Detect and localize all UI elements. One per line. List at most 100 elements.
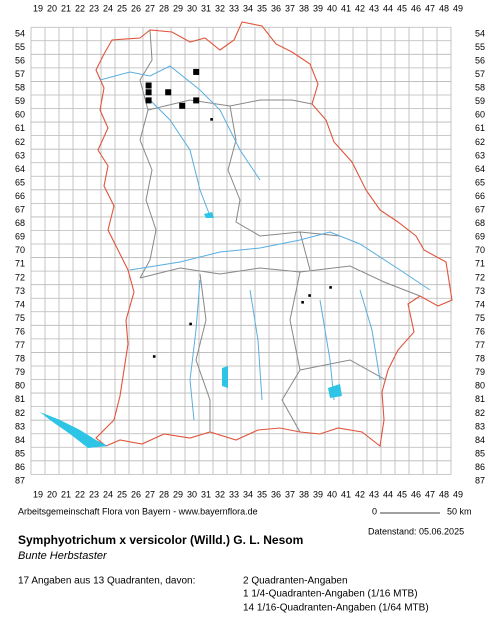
row-label: 67 bbox=[475, 205, 485, 215]
column-label: 48 bbox=[439, 489, 449, 499]
row-label: 86 bbox=[475, 462, 485, 472]
row-label: 80 bbox=[475, 381, 485, 391]
state-border bbox=[95, 21, 453, 448]
row-label: 61 bbox=[15, 123, 25, 133]
row-label: 76 bbox=[15, 326, 25, 336]
column-label: 42 bbox=[355, 3, 365, 13]
occurrence bbox=[145, 89, 152, 96]
occurrence bbox=[301, 300, 304, 304]
column-label: 38 bbox=[299, 489, 309, 499]
count: 14 1/16-Quadranten-Angaben (1/64 MTB) bbox=[243, 603, 429, 614]
column-label: 41 bbox=[341, 489, 351, 499]
grid bbox=[30, 26, 452, 475]
row-label: 62 bbox=[15, 137, 25, 147]
column-label: 31 bbox=[201, 489, 211, 499]
row-label: 75 bbox=[475, 313, 485, 323]
row-label: 56 bbox=[15, 55, 25, 65]
column-label: 29 bbox=[173, 3, 183, 13]
row-label: 76 bbox=[475, 326, 485, 336]
column-label: 20 bbox=[47, 489, 57, 499]
row-label: 72 bbox=[15, 272, 25, 282]
column-label: 26 bbox=[131, 3, 141, 13]
row-label: 68 bbox=[15, 218, 25, 228]
row-label: 80 bbox=[15, 381, 25, 391]
row-label: 79 bbox=[15, 367, 25, 377]
column-label: 44 bbox=[383, 3, 393, 13]
row-label: 65 bbox=[15, 177, 25, 187]
row-label: 65 bbox=[475, 177, 485, 187]
column-label: 25 bbox=[117, 489, 127, 499]
occurrence bbox=[145, 82, 152, 89]
column-label: 27 bbox=[145, 489, 155, 499]
column-label: 40 bbox=[327, 3, 337, 13]
row-label: 55 bbox=[475, 42, 485, 52]
column-label: 47 bbox=[425, 3, 435, 13]
column-label: 46 bbox=[411, 3, 421, 13]
column-label: 19 bbox=[33, 489, 43, 499]
row-label: 78 bbox=[15, 354, 25, 364]
row-label: 70 bbox=[15, 245, 25, 255]
row-label: 57 bbox=[15, 69, 25, 79]
column-label: 24 bbox=[103, 489, 113, 499]
row-label: 81 bbox=[475, 394, 485, 404]
column-label: 26 bbox=[131, 489, 141, 499]
row-label: 69 bbox=[15, 232, 25, 242]
row-label: 66 bbox=[475, 191, 485, 201]
row-label: 64 bbox=[15, 164, 25, 174]
row-label: 63 bbox=[475, 150, 485, 160]
occurrence bbox=[145, 97, 152, 104]
column-label: 44 bbox=[383, 489, 393, 499]
row-label: 68 bbox=[475, 218, 485, 228]
column-label: 41 bbox=[341, 3, 351, 13]
column-label: 48 bbox=[439, 3, 449, 13]
column-label: 22 bbox=[75, 3, 85, 13]
row-label: 73 bbox=[15, 286, 25, 296]
column-label: 33 bbox=[229, 3, 239, 13]
row-label: 81 bbox=[15, 394, 25, 404]
row-label: 67 bbox=[15, 205, 25, 215]
district-borders bbox=[139, 29, 421, 433]
column-label: 24 bbox=[103, 3, 113, 13]
row-label: 73 bbox=[475, 286, 485, 296]
column-label: 36 bbox=[271, 489, 281, 499]
row-label: 83 bbox=[15, 421, 25, 431]
column-label: 25 bbox=[117, 3, 127, 13]
occurrence bbox=[179, 102, 186, 109]
count: 1 1/4-Quadranten-Angaben (1/16 MTB) bbox=[243, 589, 418, 600]
column-label: 40 bbox=[327, 489, 337, 499]
column-label: 45 bbox=[397, 3, 407, 13]
scale-end: 50 km bbox=[447, 506, 472, 516]
column-label: 39 bbox=[313, 3, 323, 13]
column-label: 38 bbox=[299, 3, 309, 13]
credit: Arbeitsgemeinschaft Flora von Bayern - w… bbox=[18, 506, 258, 516]
column-label: 43 bbox=[369, 489, 379, 499]
column-label: 31 bbox=[201, 3, 211, 13]
row-label: 74 bbox=[475, 299, 485, 309]
column-label: 30 bbox=[187, 3, 197, 13]
occurrence bbox=[189, 322, 192, 326]
row-label: 77 bbox=[15, 340, 25, 350]
row-label: 64 bbox=[475, 164, 485, 174]
column-label: 20 bbox=[47, 3, 57, 13]
occurrence bbox=[165, 89, 172, 96]
column-label: 23 bbox=[89, 489, 99, 499]
count: 2 Quadranten-Angaben bbox=[243, 576, 348, 587]
row-label: 54 bbox=[15, 28, 25, 38]
column-label: 28 bbox=[159, 3, 169, 13]
column-label: 19 bbox=[33, 3, 43, 13]
row-label: 78 bbox=[475, 354, 485, 364]
column-label: 36 bbox=[271, 3, 281, 13]
column-label: 35 bbox=[257, 3, 267, 13]
title: Symphyotrichum x versicolor (Willd.) G. … bbox=[18, 533, 303, 547]
row-label: 75 bbox=[15, 313, 25, 323]
row-label: 66 bbox=[15, 191, 25, 201]
row-label: 74 bbox=[15, 299, 25, 309]
column-label: 42 bbox=[355, 489, 365, 499]
column-label: 37 bbox=[285, 3, 295, 13]
occurrence bbox=[152, 355, 156, 358]
row-label: 71 bbox=[475, 259, 485, 269]
column-label: 46 bbox=[411, 489, 421, 499]
row-label: 84 bbox=[15, 435, 25, 445]
row-label: 62 bbox=[475, 137, 485, 147]
row-label: 58 bbox=[15, 83, 25, 93]
